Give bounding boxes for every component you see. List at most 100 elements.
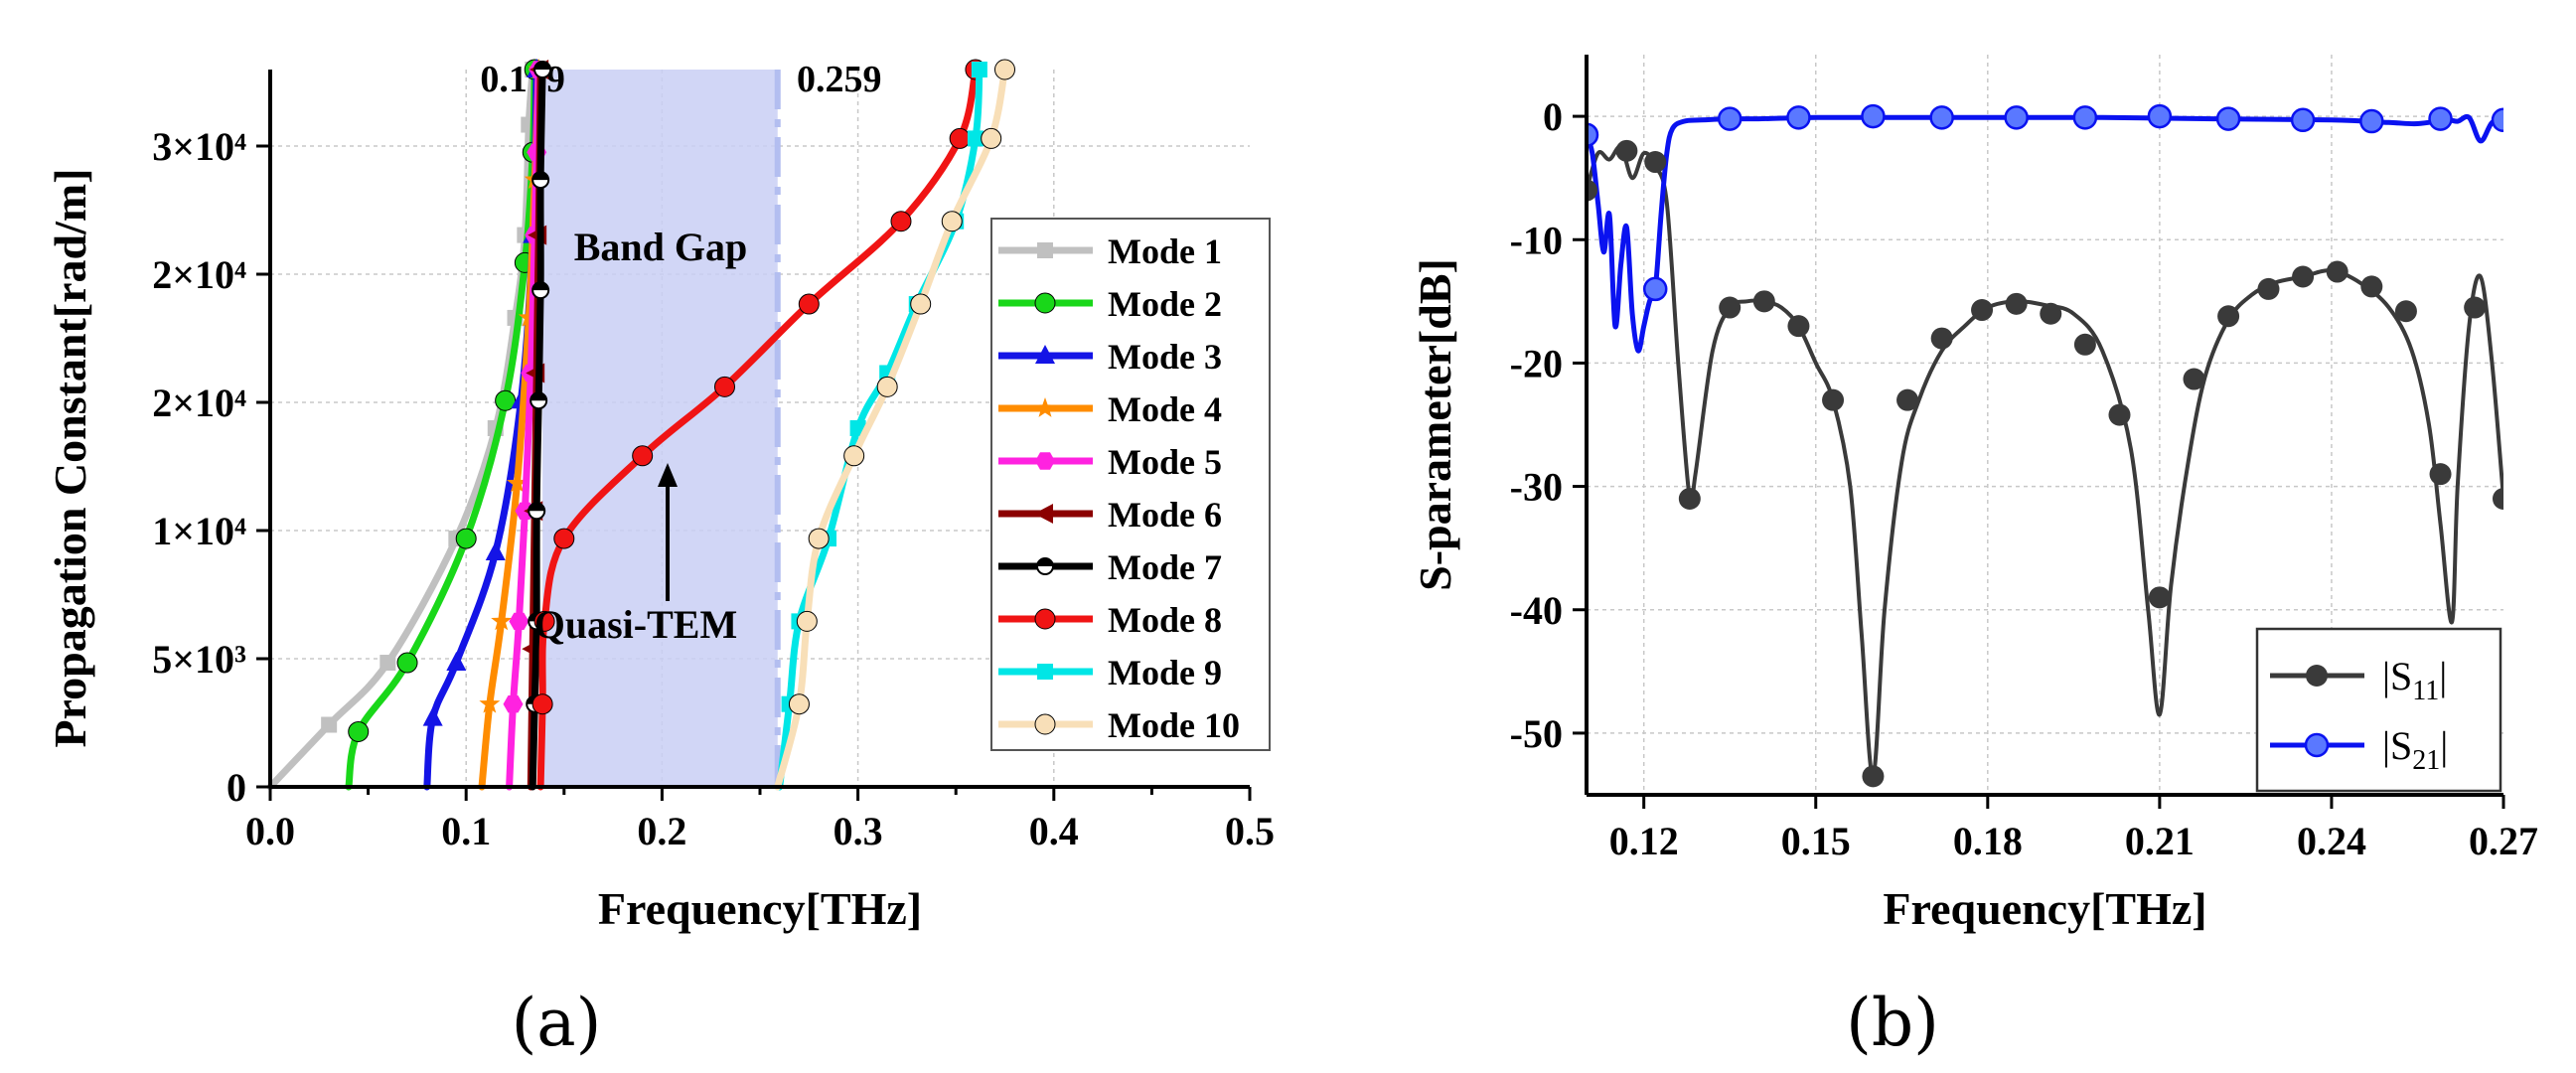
s11-point	[2217, 305, 2240, 328]
legend-marker-mode-7	[1036, 557, 1054, 575]
s11-point	[2005, 292, 2028, 315]
legend-marker-mode-10	[1034, 713, 1056, 735]
panel-a-x-label: Frequency[THz]	[598, 883, 922, 934]
mode-line-10	[774, 66, 1008, 791]
s21-point	[2491, 107, 2503, 133]
legend-label-mode-1: Mode 1	[1108, 231, 1222, 271]
panel-a-x-tick-label: 0.2	[637, 809, 686, 853]
panel-b-legend: |S11| |S21|	[2255, 627, 2502, 793]
s21-point	[1786, 105, 1811, 130]
legend-label-mode-6: Mode 6	[1108, 495, 1222, 535]
s11-point	[1971, 299, 1994, 322]
panel-b-series	[1587, 103, 2503, 788]
panel-a-y-tick-label: 3×10⁴	[152, 124, 246, 169]
panel-a: 0.139 0.259 Band Gap Quasi-TEM 0.0 0.1 0.2 0.3 0…	[45, 59, 1275, 934]
s11-point	[2394, 300, 2417, 323]
mode-8-point	[798, 293, 820, 315]
s11-point	[2292, 265, 2315, 288]
s21-point	[1861, 103, 1886, 129]
mode-3-point	[446, 652, 467, 672]
mode-7-point-fill	[532, 282, 549, 291]
mode-3-point	[422, 706, 443, 726]
mode-2-point	[455, 528, 477, 549]
legend-label-mode-4: Mode 4	[1108, 389, 1222, 429]
panel-a-y-tick-label: 2×10⁴	[152, 381, 246, 425]
mode-2-point	[348, 720, 370, 742]
band-gap-left-value: 0.139	[480, 59, 565, 100]
s21-point	[2004, 105, 2029, 130]
panel-b-legend-box	[2255, 627, 2502, 793]
legend-label-mode-5: Mode 5	[1108, 442, 1222, 482]
legend-label-mode-8: Mode 8	[1108, 600, 1222, 640]
mode-10-point	[876, 376, 898, 397]
mode-10-point	[941, 211, 963, 232]
mode-7-point-fill	[532, 172, 549, 181]
mode-7-point	[531, 281, 550, 300]
panel-b-y-tick-label: -40	[1510, 588, 1563, 633]
legend-marker-mode-2	[1034, 292, 1056, 314]
s11-point	[1615, 139, 1638, 162]
s11-point	[2493, 488, 2503, 510]
legend-label-mode-10: Mode 10	[1108, 705, 1240, 745]
legend-label-s21: |S21|	[2382, 723, 2448, 776]
mode-7-point-fill	[530, 392, 547, 401]
panel-b-y-tick-label: -50	[1510, 711, 1563, 756]
mode-line-8	[536, 66, 980, 791]
mode-9-point	[971, 62, 987, 77]
panel-a-y-tick-label: 5×10³	[152, 637, 246, 682]
panel-b-y-tick-label: 0	[1543, 94, 1563, 139]
s11-point	[1752, 290, 1775, 313]
s21-point	[2147, 103, 2173, 129]
legend-label-mode-9: Mode 9	[1108, 653, 1222, 692]
mode-2-point	[396, 652, 418, 674]
s21-point	[1929, 105, 1954, 130]
legend-marker-mode-4	[1034, 397, 1056, 417]
legend-marker-mode-9	[1037, 664, 1053, 680]
mode-7-point	[533, 61, 552, 78]
mode-10-point	[843, 445, 865, 467]
panel-a-series	[266, 59, 1015, 791]
s11-point	[1822, 388, 1845, 411]
panel-a-x-tick-label: 0.0	[245, 809, 295, 853]
legend-label-mode-7: Mode 7	[1108, 547, 1222, 587]
mode-4-point	[507, 472, 528, 493]
panel-b-x-tick-label: 0.18	[1953, 819, 2023, 863]
legend-label-s11: |S11|	[2382, 654, 2447, 706]
s11-point	[2360, 275, 2383, 298]
s11-point	[2183, 368, 2205, 390]
panel-a-x-tick-label: 0.1	[441, 809, 491, 853]
mode-5-point	[503, 695, 524, 713]
band-gap-label: Band Gap	[574, 225, 748, 269]
mode-7-point	[531, 171, 550, 190]
s11-point	[2429, 463, 2452, 486]
s21-point	[2428, 106, 2453, 131]
s21-point	[1642, 276, 1668, 302]
mode-5-point	[509, 612, 530, 630]
panel-b-y-tick-label: -10	[1510, 218, 1563, 262]
legend-marker-mode-6	[1034, 504, 1053, 524]
mode-1-point	[321, 716, 338, 733]
s11-point	[2257, 277, 2280, 300]
legend-label-mode-3: Mode 3	[1108, 337, 1222, 377]
s21-point	[2359, 108, 2384, 134]
mode-4-point	[479, 692, 501, 713]
legend-marker-mode-1	[1037, 242, 1053, 258]
panel-a-label: (a)	[512, 985, 602, 1061]
mode-8-point	[632, 445, 654, 467]
mode-8-point	[890, 211, 912, 232]
mode-4-point	[518, 306, 539, 327]
s21-point	[1717, 106, 1743, 131]
mode-7-point	[528, 502, 546, 521]
mode-10-point	[981, 127, 1002, 149]
panel-a-x-tick-label: 0.3	[833, 809, 883, 853]
s11-point	[2148, 586, 2171, 609]
panel-b-x-tick-label: 0.24	[2297, 819, 2366, 863]
panel-a-legend: Mode 1 Mode 2 Mode 3 Mode 4 Mode 5 Mode 6 Mode…	[990, 218, 1271, 751]
panel-b-y-tick-label: -30	[1510, 465, 1563, 510]
mode-10-point	[796, 610, 818, 632]
s11-point	[2326, 260, 2349, 283]
panel-b-y-tick-label: -20	[1510, 341, 1563, 385]
mode-8-point	[533, 610, 555, 632]
mode-10-point	[994, 59, 1015, 80]
